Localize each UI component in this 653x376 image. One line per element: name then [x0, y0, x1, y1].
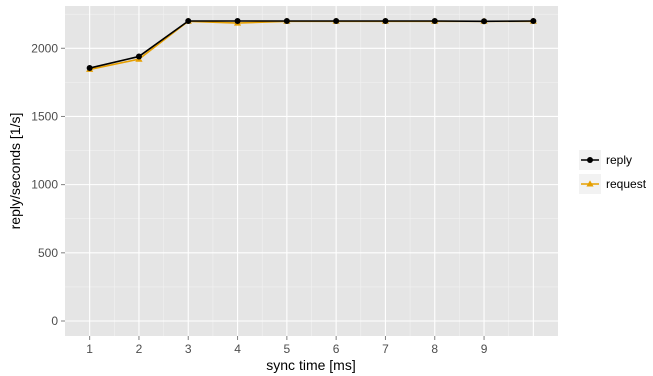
- reply-point: [135, 53, 142, 60]
- reply-point: [283, 18, 290, 24]
- y-tick-label: 1000: [31, 178, 58, 192]
- reply-point: [333, 18, 340, 24]
- x-tick-label: 2: [136, 342, 143, 356]
- legend-item-request: request: [579, 174, 647, 194]
- x-tick-label: 4: [234, 342, 241, 356]
- legend: reply request: [579, 150, 647, 194]
- reply-point: [185, 18, 192, 24]
- series-layer: [86, 17, 537, 72]
- legend-label: request: [606, 177, 647, 191]
- x-tick-label: 1: [86, 342, 93, 356]
- x-tick-label: 8: [431, 342, 438, 356]
- legend-key-marker: [587, 157, 593, 163]
- x-axis: 1 2 3 4 5 6 7 8 9: [86, 336, 488, 356]
- legend-key-marker: [586, 180, 594, 187]
- reply-line: [89, 20, 534, 69]
- reply-point: [481, 18, 488, 25]
- reply-point: [86, 65, 93, 72]
- legend-label: reply: [606, 153, 632, 167]
- x-tick-label: 7: [382, 342, 389, 356]
- reply-point: [530, 18, 537, 24]
- reply-point: [382, 18, 389, 24]
- y-tick-label: 500: [38, 246, 58, 260]
- legend-item-reply: reply: [579, 150, 632, 170]
- x-tick-label: 9: [481, 342, 488, 356]
- minor-gridlines: [65, 6, 558, 336]
- y-tick-label: 1500: [31, 109, 58, 123]
- x-tick-label: 5: [284, 342, 291, 356]
- reply-point: [234, 18, 241, 24]
- y-axis: 0 500 1000 1500 2000: [31, 41, 65, 328]
- y-tick-label: 2000: [31, 41, 58, 55]
- y-tick-label: 0: [51, 314, 58, 328]
- x-tick-label: 3: [185, 342, 192, 356]
- series-reply: [86, 18, 537, 72]
- x-axis-title: sync time [ms]: [266, 357, 355, 373]
- y-axis-title: reply/seconds [1/s]: [7, 113, 23, 230]
- major-gridlines: [65, 6, 558, 336]
- x-tick-label: 6: [333, 342, 340, 356]
- reply-point: [431, 18, 438, 24]
